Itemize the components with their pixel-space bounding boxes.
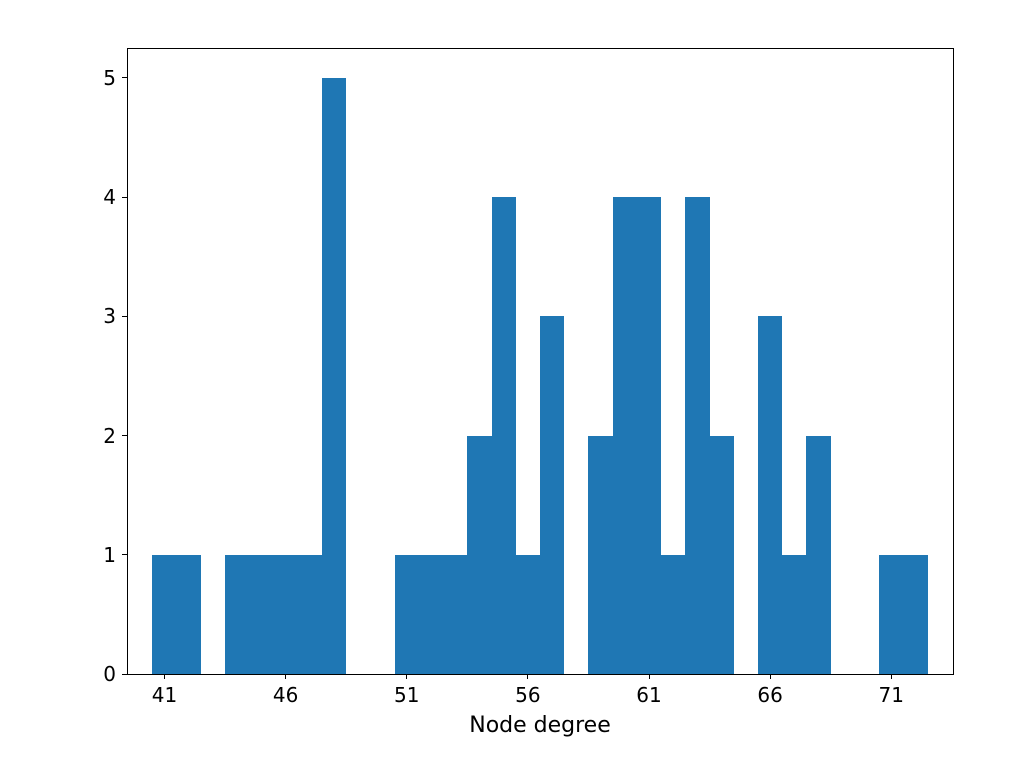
x-tick-label: 51 [394, 683, 419, 707]
histogram-bar [177, 555, 201, 674]
histogram-bar [879, 555, 903, 674]
figure: 41465156616671 012345 Node degree Number… [0, 0, 1017, 762]
histogram-bar [298, 555, 322, 674]
spine-right [953, 48, 954, 675]
histogram-bar [588, 436, 612, 674]
x-tick [406, 674, 407, 679]
y-tick [122, 77, 127, 78]
x-axis-label: Node degree [127, 713, 953, 738]
x-tick [649, 674, 650, 679]
x-tick-label: 71 [878, 683, 903, 707]
y-tick-label: 1 [103, 543, 116, 567]
x-tick [891, 674, 892, 679]
y-tick-label: 2 [103, 424, 116, 448]
histogram-bar [637, 197, 661, 674]
spine-left [127, 48, 128, 675]
x-tick [770, 674, 771, 679]
histogram-bar [685, 197, 709, 674]
histogram-bar [395, 555, 419, 674]
y-tick-label: 4 [103, 185, 116, 209]
histogram-bar [661, 555, 685, 674]
x-tick [527, 674, 528, 679]
spine-bottom [127, 674, 954, 675]
plot-area [127, 48, 953, 674]
x-tick [164, 674, 165, 679]
histogram-bar [782, 555, 806, 674]
spine-top [127, 48, 954, 49]
histogram-bar [710, 436, 734, 674]
y-tick-label: 0 [103, 662, 116, 686]
histogram-bar [492, 197, 516, 674]
y-tick [122, 554, 127, 555]
y-tick [122, 197, 127, 198]
histogram-bar [903, 555, 927, 674]
histogram-bar [249, 555, 273, 674]
histogram-bar [540, 316, 564, 674]
x-tick-label: 56 [515, 683, 540, 707]
y-tick [122, 316, 127, 317]
histogram-bar [516, 555, 540, 674]
axes [127, 48, 953, 674]
histogram-bar [806, 436, 830, 674]
x-tick-label: 61 [636, 683, 661, 707]
histogram-bar [225, 555, 249, 674]
histogram-bar [274, 555, 298, 674]
x-tick-label: 66 [757, 683, 782, 707]
y-tick [122, 674, 127, 675]
histogram-bar [758, 316, 782, 674]
histogram-bar [322, 78, 346, 674]
y-tick [122, 435, 127, 436]
x-tick-label: 46 [273, 683, 298, 707]
x-tick-label: 41 [152, 683, 177, 707]
histogram-bar [152, 555, 176, 674]
x-tick [285, 674, 286, 679]
histogram-bar [443, 555, 467, 674]
histogram-bar [467, 436, 491, 674]
histogram-bar [419, 555, 443, 674]
histogram-bar [613, 197, 637, 674]
y-tick-label: 3 [103, 304, 116, 328]
y-tick-label: 5 [103, 66, 116, 90]
